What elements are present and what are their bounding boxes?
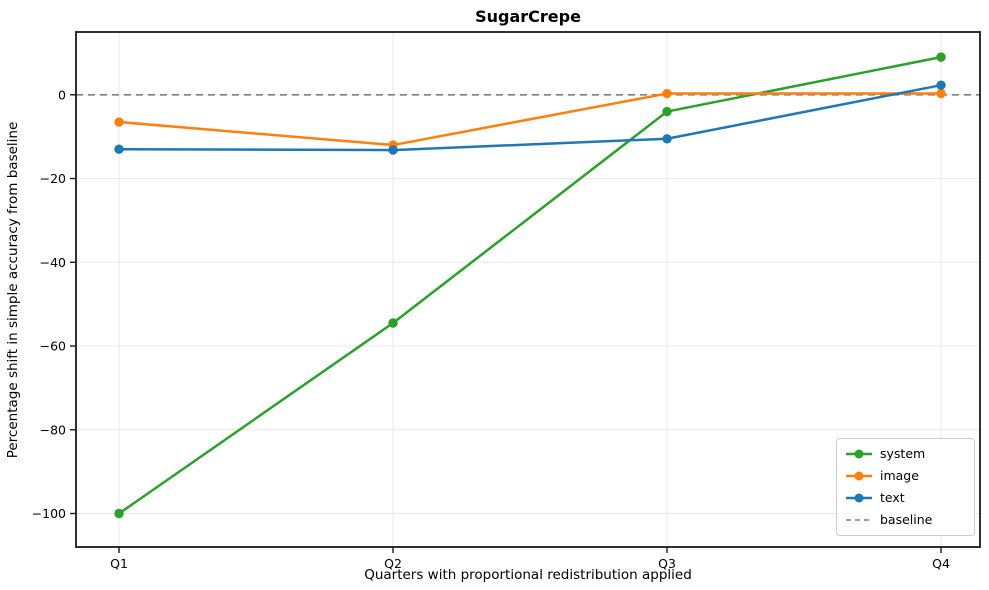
legend-item-image: image [845, 467, 966, 485]
chart-title: SugarCrepe [475, 7, 581, 26]
x-tick-label: Q1 [110, 556, 128, 571]
plot-border [75, 31, 981, 548]
data-point-text-Q4 [936, 80, 946, 90]
legend-label: image [880, 468, 919, 483]
legend-line-marker-icon [846, 493, 872, 503]
data-point-image-Q4 [936, 88, 946, 99]
x-axis-label: Quarters with proportional redistributio… [364, 567, 692, 583]
legend-label: text [880, 490, 905, 505]
legend-dashed-line-icon [846, 519, 872, 521]
legend-label: system [880, 446, 926, 461]
legend-item-system: system [845, 445, 966, 463]
legend-label: baseline [880, 512, 933, 527]
y-tick-label: −20 [40, 171, 66, 186]
data-point-system-Q2 [388, 318, 398, 328]
data-point-image-Q3 [662, 88, 672, 99]
series-line-text [119, 83, 942, 152]
y-axis-label: Percentage shift in simple accuracy from… [5, 121, 21, 459]
y-tick-label: −60 [40, 339, 66, 354]
legend-line-marker-icon [846, 471, 872, 481]
data-point-image-Q1 [114, 117, 124, 127]
data-point-system-Q4 [936, 52, 946, 62]
y-tick-label: −80 [40, 422, 66, 437]
series-line-system [118, 55, 942, 515]
data-point-text-Q3 [662, 134, 672, 144]
legend-item-baseline: baseline [845, 511, 966, 529]
legend: system image text baseline [836, 438, 975, 536]
data-point-text-Q1 [114, 144, 124, 154]
data-point-system-Q3 [662, 106, 672, 117]
data-point-text-Q2 [388, 145, 398, 155]
x-tick-label: Q3 [658, 556, 676, 571]
y-tick-label: 0 [58, 87, 66, 102]
legend-line-marker-icon [846, 449, 872, 459]
data-point-system-Q1 [114, 508, 124, 519]
x-tick-label: Q2 [384, 556, 402, 571]
y-tick-label: −100 [32, 506, 66, 521]
legend-item-text: text [845, 489, 966, 507]
y-tick-label: −40 [40, 255, 66, 270]
series-line-image [118, 92, 942, 147]
x-tick-label: Q4 [932, 556, 950, 571]
